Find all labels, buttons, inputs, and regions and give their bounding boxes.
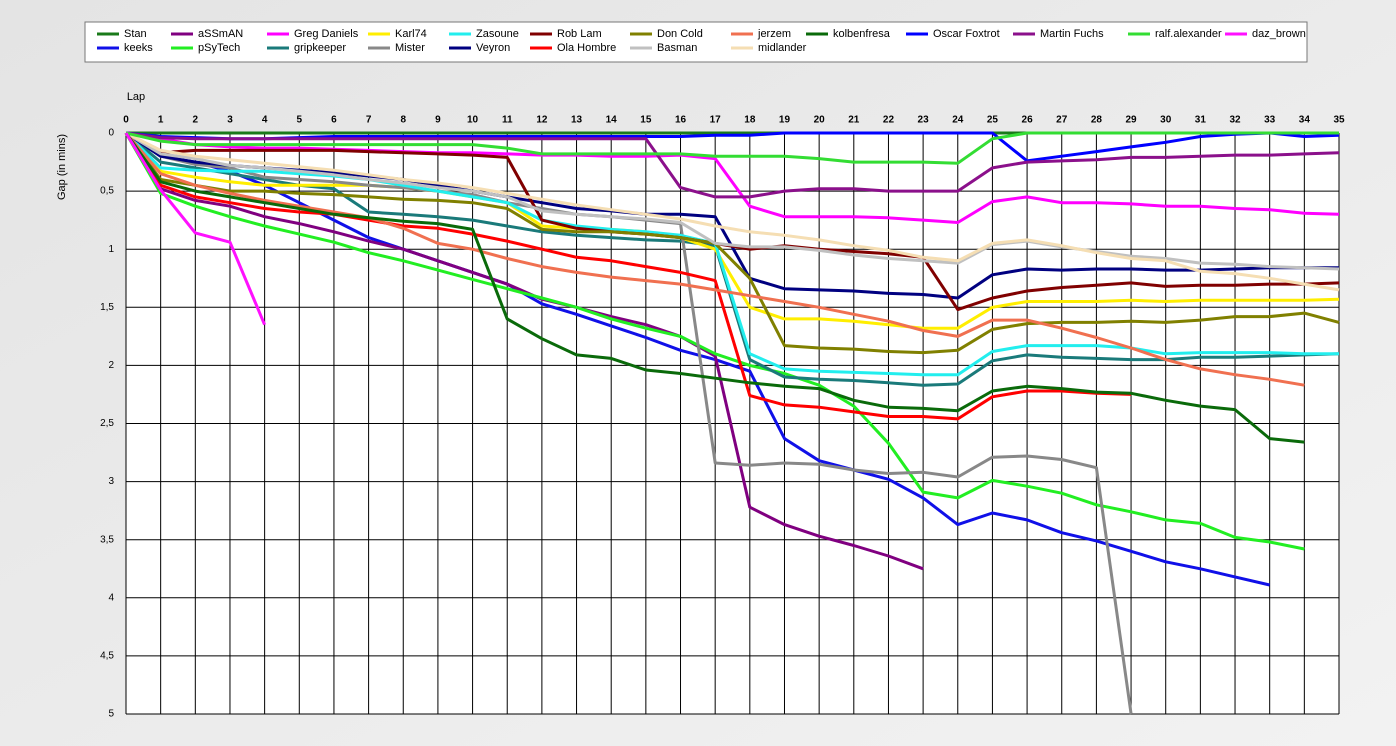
x-tick-label: 17 [710, 115, 722, 126]
series-line [125, 131, 1340, 271]
x-tick-label: 23 [918, 115, 930, 126]
series-line [124, 132, 924, 571]
x-tick-label: 26 [1022, 115, 1034, 126]
y-tick-label: 4,5 [100, 651, 114, 662]
y-tick-label: 0 [108, 128, 114, 139]
x-tick-label: 0 [123, 115, 129, 126]
series-line [124, 132, 266, 326]
x-tick-label: 19 [779, 115, 791, 126]
x-tick-label: 18 [744, 115, 756, 126]
legend-label: keeks [124, 42, 153, 54]
legend-label: Stan [124, 28, 147, 40]
series-line [124, 132, 1305, 387]
legend-label: kolbenfresa [833, 28, 891, 40]
legend-label: Oscar Foxtrot [933, 28, 1000, 40]
x-tick-label: 35 [1333, 115, 1345, 126]
series-line [124, 131, 1340, 330]
legend-label: Karl74 [395, 28, 427, 40]
y-tick-label: 3,5 [100, 534, 114, 545]
y-axis-label: Gap (in mins) [56, 134, 68, 200]
x-tick-label: 9 [435, 115, 441, 126]
x-tick-label: 33 [1264, 115, 1276, 126]
y-tick-label: 4 [108, 592, 114, 603]
x-axis-label: Lap [127, 91, 145, 103]
x-tick-label: 2 [193, 115, 199, 126]
x-tick-label: 34 [1299, 115, 1311, 126]
x-tick-label: 31 [1195, 115, 1207, 126]
x-tick-label: 10 [467, 115, 479, 126]
series-line [125, 131, 1340, 163]
y-tick-label: 3 [108, 476, 114, 487]
x-tick-label: 8 [400, 115, 406, 126]
legend-label: Ola Hombre [557, 42, 616, 54]
x-tick-label: 21 [848, 115, 860, 126]
x-tick-label: 25 [987, 115, 999, 126]
legend-label: Don Cold [657, 28, 703, 40]
series-line [124, 132, 1305, 551]
legend-label: aSSmAN [198, 28, 243, 40]
y-tick-label: 2,5 [100, 418, 114, 429]
x-tick-label: 20 [814, 115, 826, 126]
x-tick-label: 28 [1091, 115, 1103, 126]
x-tick-label: 22 [883, 115, 895, 126]
legend-label: Martin Fuchs [1040, 28, 1104, 40]
series-line [125, 131, 1340, 292]
series-line [125, 131, 1340, 199]
legend-box [84, 21, 1308, 63]
x-tick-label: 15 [640, 115, 652, 126]
legend-label: ralf.alexander [1155, 28, 1222, 40]
y-tick-label: 1,5 [100, 302, 114, 313]
legend-label: midlander [758, 42, 807, 54]
y-tick-label: 5 [108, 709, 114, 720]
y-tick-label: 0,5 [100, 186, 114, 197]
legend-label: daz_brown [1252, 28, 1306, 40]
legend-label: Zasoune [476, 28, 519, 40]
series-line [124, 132, 1340, 355]
legend-label: gripkeeper [294, 42, 346, 54]
legend-label: Rob Lam [557, 28, 602, 40]
x-tick-label: 12 [536, 115, 548, 126]
series-line [124, 132, 1305, 444]
x-tick-label: 30 [1160, 115, 1172, 126]
x-tick-label: 6 [331, 115, 337, 126]
x-tick-label: 14 [606, 115, 618, 126]
series-line [124, 132, 1132, 421]
legend-label: Mister [395, 42, 425, 54]
x-tick-label: 27 [1056, 115, 1068, 126]
x-tick-label: 24 [952, 115, 964, 126]
x-tick-label: 32 [1229, 115, 1241, 126]
x-tick-label: 1 [158, 115, 164, 126]
legend-label: jerzem [757, 28, 791, 40]
x-tick-label: 4 [262, 115, 268, 126]
x-tick-label: 5 [297, 115, 303, 126]
x-tick-label: 29 [1125, 115, 1137, 126]
x-tick-label: 16 [675, 115, 687, 126]
x-tick-label: 3 [227, 115, 233, 126]
x-tick-label: 7 [366, 115, 372, 126]
series-line [125, 131, 1339, 165]
legend-label: pSyTech [198, 42, 240, 54]
legend-label: Veyron [476, 42, 510, 54]
x-tick-label: 13 [571, 115, 583, 126]
x-tick-label: 11 [502, 115, 513, 126]
y-tick-label: 2 [108, 360, 114, 371]
legend-label: Greg Daniels [294, 28, 359, 40]
legend-label: Basman [657, 42, 697, 54]
y-tick-label: 1 [108, 244, 114, 255]
